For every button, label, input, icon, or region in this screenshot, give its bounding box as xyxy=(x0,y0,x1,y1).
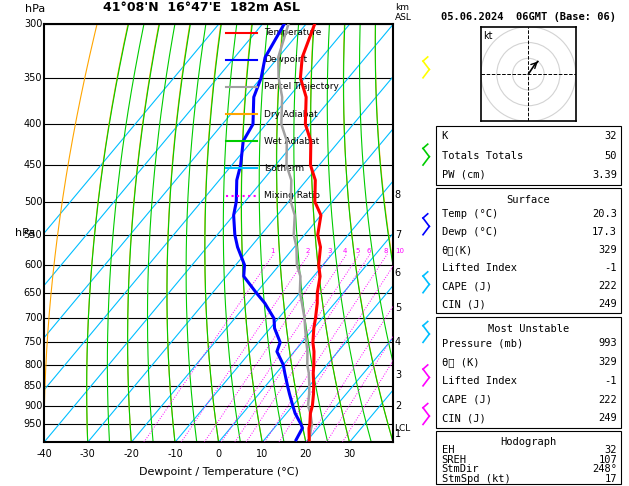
Text: 8: 8 xyxy=(384,248,388,255)
Text: 329: 329 xyxy=(598,357,617,367)
Text: CIN (J): CIN (J) xyxy=(442,413,486,423)
Text: StmSpd (kt): StmSpd (kt) xyxy=(442,474,510,484)
Text: 3.39: 3.39 xyxy=(592,170,617,180)
Text: 700: 700 xyxy=(24,313,42,324)
Text: 17: 17 xyxy=(604,474,617,484)
Text: CAPE (J): CAPE (J) xyxy=(442,395,491,404)
Text: K: K xyxy=(442,131,448,141)
Text: -40: -40 xyxy=(36,449,52,458)
Text: -1: -1 xyxy=(604,376,617,386)
Text: 850: 850 xyxy=(24,381,42,391)
Text: 750: 750 xyxy=(24,337,42,347)
Text: Temp (°C): Temp (°C) xyxy=(442,208,498,219)
Text: 800: 800 xyxy=(24,360,42,370)
Text: 6: 6 xyxy=(395,268,401,278)
Text: 500: 500 xyxy=(24,197,42,207)
Text: 50: 50 xyxy=(604,151,617,160)
Text: Mixing Ratio: Mixing Ratio xyxy=(264,191,320,200)
Text: 6: 6 xyxy=(367,248,371,255)
Text: Lifted Index: Lifted Index xyxy=(442,263,516,273)
Text: 3: 3 xyxy=(327,248,331,255)
Text: CAPE (J): CAPE (J) xyxy=(442,281,491,291)
Text: LCL: LCL xyxy=(394,424,410,433)
Text: 30: 30 xyxy=(343,449,355,458)
Text: 600: 600 xyxy=(24,260,42,270)
Text: 1: 1 xyxy=(270,248,274,255)
Text: 3: 3 xyxy=(395,370,401,381)
Text: 5: 5 xyxy=(395,303,401,313)
Text: 0: 0 xyxy=(216,449,221,458)
Text: 900: 900 xyxy=(24,400,42,411)
Text: km
ASL: km ASL xyxy=(395,3,412,22)
Text: 950: 950 xyxy=(24,419,42,430)
Text: Pressure (mb): Pressure (mb) xyxy=(442,338,523,348)
Text: 4: 4 xyxy=(395,337,401,347)
Text: Temperature: Temperature xyxy=(264,28,321,37)
Text: 20: 20 xyxy=(299,449,312,458)
Text: Hodograph: Hodograph xyxy=(500,437,557,447)
Text: 222: 222 xyxy=(598,281,617,291)
Text: 4: 4 xyxy=(343,248,347,255)
Text: PW (cm): PW (cm) xyxy=(442,170,486,180)
Text: 8: 8 xyxy=(395,190,401,200)
Text: hPa: hPa xyxy=(14,228,35,238)
Text: 400: 400 xyxy=(24,119,42,129)
Text: 107: 107 xyxy=(598,455,617,465)
Text: θᴇ (K): θᴇ (K) xyxy=(442,357,479,367)
Text: 300: 300 xyxy=(24,19,42,29)
Text: 350: 350 xyxy=(24,73,42,83)
Text: StmDir: StmDir xyxy=(442,464,479,474)
Text: Surface: Surface xyxy=(506,195,550,205)
Text: 2: 2 xyxy=(305,248,309,255)
Text: Parcel Trajectory: Parcel Trajectory xyxy=(264,83,339,91)
Text: Isotherm: Isotherm xyxy=(264,164,304,173)
Text: Dewp (°C): Dewp (°C) xyxy=(442,227,498,237)
Text: 249: 249 xyxy=(598,413,617,423)
Text: Dewpoint: Dewpoint xyxy=(264,55,307,64)
Text: Dry Adiabat: Dry Adiabat xyxy=(264,110,318,119)
Text: Lifted Index: Lifted Index xyxy=(442,376,516,386)
Text: 7: 7 xyxy=(395,230,401,240)
Text: 20.3: 20.3 xyxy=(592,208,617,219)
Bar xyxy=(436,431,621,484)
Text: EH: EH xyxy=(442,445,454,455)
Text: -20: -20 xyxy=(123,449,139,458)
Text: -10: -10 xyxy=(167,449,183,458)
Text: -30: -30 xyxy=(80,449,96,458)
Text: 248°: 248° xyxy=(592,464,617,474)
Text: SREH: SREH xyxy=(442,455,467,465)
Text: -1: -1 xyxy=(604,263,617,273)
Text: 993: 993 xyxy=(598,338,617,348)
Text: 249: 249 xyxy=(598,299,617,310)
Bar xyxy=(436,126,621,185)
Text: 450: 450 xyxy=(24,160,42,170)
Text: Most Unstable: Most Unstable xyxy=(487,324,569,334)
Text: 05.06.2024  06GMT (Base: 06): 05.06.2024 06GMT (Base: 06) xyxy=(441,12,616,22)
Text: 2: 2 xyxy=(395,400,401,411)
Text: 222: 222 xyxy=(598,395,617,404)
Text: kt: kt xyxy=(483,31,493,40)
Text: θᴇ(K): θᴇ(K) xyxy=(442,245,473,255)
Text: 329: 329 xyxy=(598,245,617,255)
Text: 650: 650 xyxy=(24,288,42,298)
Text: 41°08'N  16°47'E  182m ASL: 41°08'N 16°47'E 182m ASL xyxy=(103,1,299,14)
Text: CIN (J): CIN (J) xyxy=(442,299,486,310)
Text: 550: 550 xyxy=(24,230,42,240)
Bar xyxy=(436,188,621,313)
Bar xyxy=(436,317,621,428)
Text: Totals Totals: Totals Totals xyxy=(442,151,523,160)
Text: 10: 10 xyxy=(256,449,269,458)
Text: Dewpoint / Temperature (°C): Dewpoint / Temperature (°C) xyxy=(138,468,299,477)
Text: 1: 1 xyxy=(395,429,401,439)
Text: Wet Adiabat: Wet Adiabat xyxy=(264,137,319,146)
Text: 10: 10 xyxy=(395,248,404,255)
Text: 32: 32 xyxy=(604,131,617,141)
Text: 32: 32 xyxy=(604,445,617,455)
Text: 5: 5 xyxy=(356,248,360,255)
Text: hPa: hPa xyxy=(25,4,45,14)
Text: 17.3: 17.3 xyxy=(592,227,617,237)
